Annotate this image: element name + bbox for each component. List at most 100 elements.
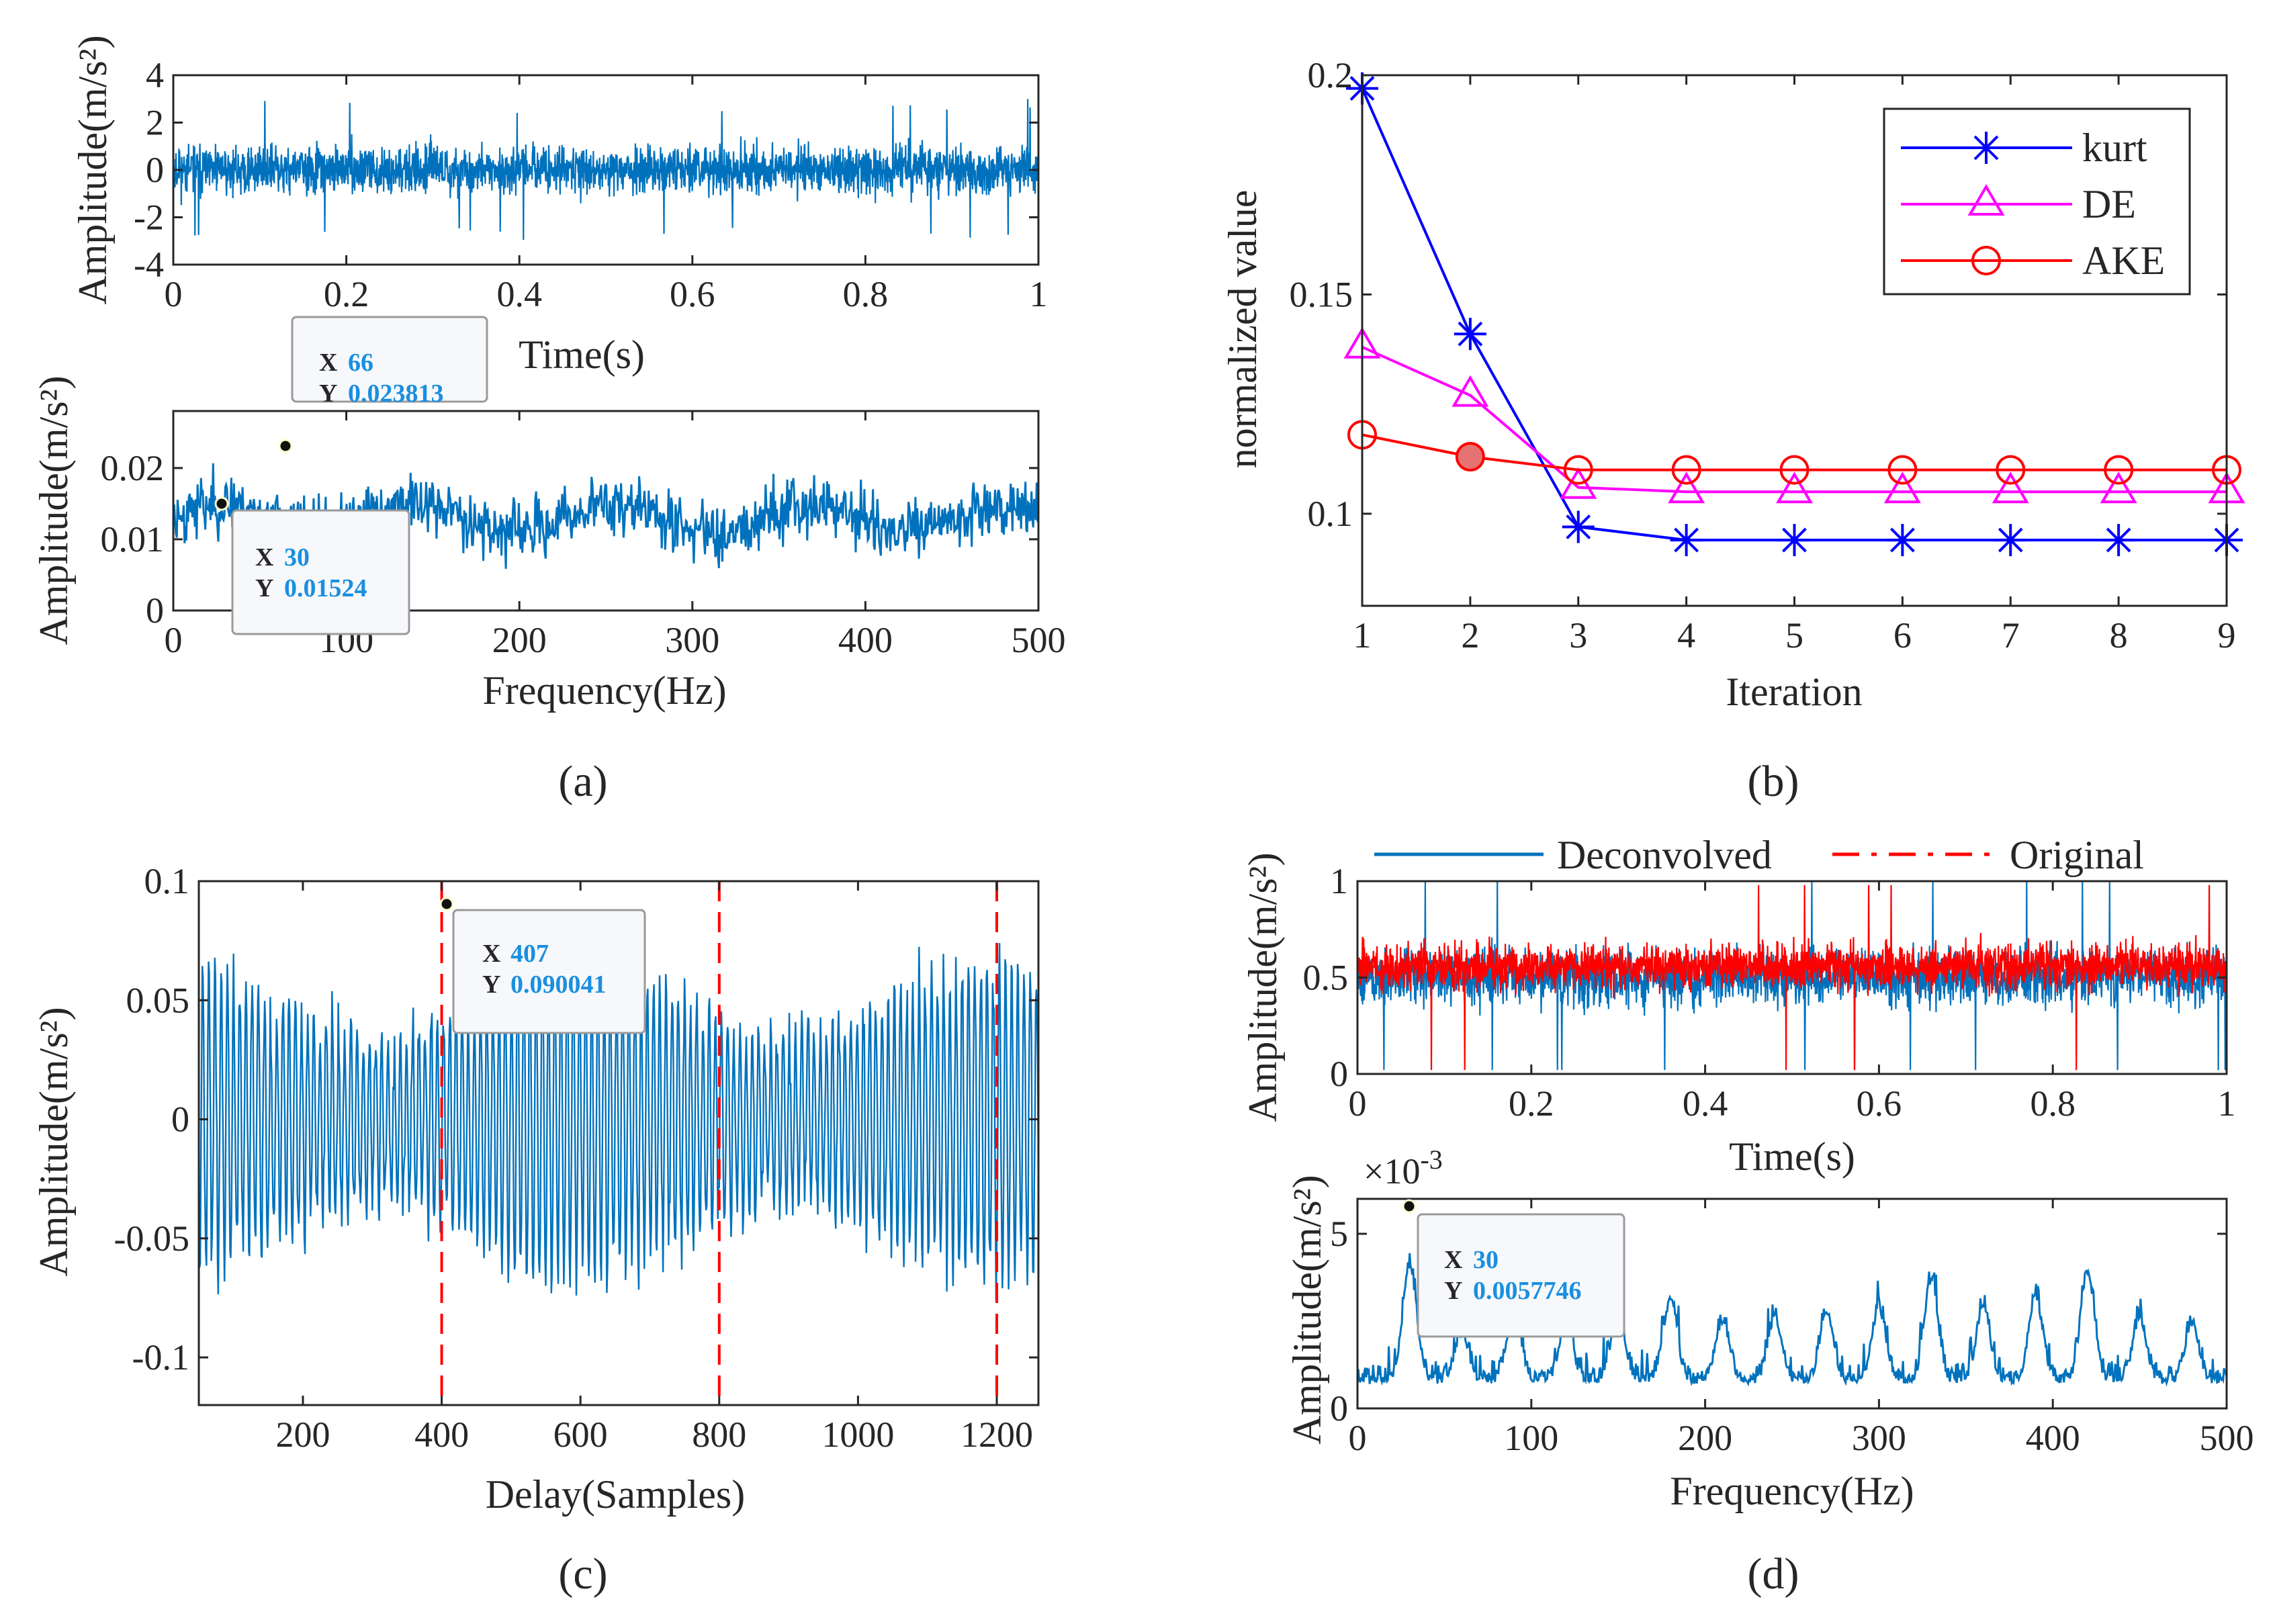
c-ylabel: Amplitude(m/s²) — [32, 1007, 76, 1276]
y-tick-label: -4 — [134, 244, 164, 285]
x-tick-label: 0.6 — [670, 274, 715, 314]
datatip-a-30[interactable]: X 30 Y 0.01524 — [214, 496, 410, 635]
d-bottom-ticks: 0 100 200 300 400 500 0 5 — [1330, 1199, 2254, 1458]
datatip-a-66[interactable]: X 66 Y 0.023813 — [278, 316, 488, 453]
y-tick-label: 0.02 — [101, 448, 165, 488]
marker-star — [1970, 132, 2002, 164]
marker-circle — [1971, 246, 2001, 275]
datatip-c-407[interactable]: X 407 Y 0.090041 — [439, 897, 646, 1034]
datatip-x-value: 30 — [1473, 1246, 1499, 1274]
a-bottom-xlabel: Frequency(Hz) — [482, 668, 726, 713]
x-tick-label: 0 — [1349, 1418, 1367, 1458]
b-ticks: 1 2 3 4 5 6 7 8 9 0.1 0.15 0.2 — [1290, 55, 2236, 656]
c-xlabel: Delay(Samples) — [486, 1472, 746, 1517]
panel-b: 1 2 3 4 5 6 7 8 9 0.1 0.15 0.2 Iteration normalized… — [1220, 55, 2245, 714]
x-tick-label: 7 — [2002, 615, 2020, 656]
datatip-box — [231, 509, 410, 635]
y-tick-label: 0.15 — [1290, 274, 1353, 314]
datatip-y-value: 0.01524 — [284, 574, 367, 602]
x-tick-label: 600 — [553, 1414, 608, 1455]
marker-circle — [2104, 455, 2134, 485]
y-tick-label: 0 — [146, 150, 164, 190]
y-tick-label: 0.01 — [101, 519, 165, 559]
legend-label-de: DE — [2082, 182, 2136, 226]
y-tick-label: -0.05 — [114, 1218, 189, 1259]
exponent-power: -3 — [1420, 1144, 1442, 1175]
y-tick-label: 5 — [1330, 1214, 1348, 1254]
marker-circle — [1996, 455, 2026, 485]
b-ylabel: normalized value — [1220, 190, 1265, 469]
y-tick-label: 2 — [146, 103, 164, 143]
marker-triangle — [1668, 471, 1705, 504]
x-tick-label: 200 — [275, 1414, 330, 1455]
x-tick-label: 400 — [414, 1414, 469, 1455]
x-tick-label: 200 — [492, 620, 547, 660]
x-tick-label: 1 — [2218, 1083, 2236, 1124]
x-tick-label: 1200 — [961, 1414, 1033, 1455]
d-bottom-plot-area — [1356, 1253, 2228, 1387]
marker-star — [1670, 524, 1703, 557]
x-tick-label: 9 — [2218, 615, 2236, 656]
marker-triangle — [1452, 375, 1489, 407]
x-tick-label: 4 — [1677, 615, 1695, 656]
y-tick-label: 0 — [146, 590, 164, 631]
datatip-x-value: 407 — [510, 940, 549, 968]
x-tick-label: 0 — [1349, 1083, 1367, 1124]
legend-label-ake: AKE — [2082, 238, 2165, 283]
a-bottom-axes-box — [172, 410, 1040, 612]
x-tick-label: 1000 — [821, 1414, 894, 1455]
panel-d-bottom: 0 100 200 300 400 500 0 5 ×10-3 Frequency(Hz) A… — [1285, 1144, 2254, 1513]
marker-triangle — [2100, 471, 2137, 504]
marker-circle — [1779, 455, 1810, 485]
y-tick-label: 0 — [1330, 1388, 1348, 1429]
x-tick-label: 400 — [2026, 1418, 2080, 1458]
marker-circle — [1563, 455, 1593, 485]
y-tick-label: -2 — [134, 197, 164, 238]
x-tick-label: 100 — [1504, 1418, 1558, 1458]
b-legend-items: kurt DE AKE — [1901, 126, 2165, 283]
d-legend: Deconvolved Original — [1374, 833, 2144, 877]
x-tick-label: 1 — [1030, 274, 1048, 314]
x-tick-label: 0.4 — [496, 274, 542, 314]
datatip-marker — [1402, 1199, 1417, 1214]
y-tick-label: 0.1 — [1308, 494, 1353, 534]
datatip-y-value: 0.023813 — [348, 379, 444, 408]
x-tick-label: 6 — [1893, 615, 1912, 656]
legend-label-deconvolved: Deconvolved — [1557, 833, 1772, 877]
series-line-signal — [172, 99, 1040, 240]
marker-circle — [1887, 455, 1918, 485]
d-bottom-xlabel: Frequency(Hz) — [1670, 1469, 1914, 1513]
x-tick-label: 0.8 — [843, 274, 889, 314]
marker-triangle — [1992, 471, 2029, 504]
x-tick-label: 5 — [1785, 615, 1803, 656]
x-tick-label: 0.8 — [2030, 1083, 2076, 1124]
x-tick-label: 0.2 — [324, 274, 369, 314]
x-tick-label: 2 — [1461, 615, 1479, 656]
x-tick-label: 0 — [165, 274, 183, 314]
series-line-ake — [1362, 433, 2227, 471]
marker-triangle — [1967, 184, 2005, 216]
datatip-y-label: Y — [319, 379, 337, 408]
d-top-ticks: 0 0.2 0.4 0.6 0.8 1 0 0.5 1 — [1303, 861, 2236, 1124]
d-top-ylabel: Amplitude(m/s²) — [1241, 852, 1285, 1122]
c-axes-box — [197, 880, 1040, 1406]
datatip-x-label: X — [1444, 1246, 1462, 1274]
datatip-y-value: 0.090041 — [510, 971, 607, 999]
y-tick-label: 0 — [171, 1099, 189, 1140]
panel-label-d: (d) — [1748, 1549, 1799, 1598]
x-tick-label: 0.6 — [1857, 1083, 1902, 1124]
y-tick-label: 1 — [1330, 861, 1348, 901]
datatip-d-30[interactable]: X 30 Y 0.0057746 — [1402, 1199, 1625, 1338]
datatip-box — [1417, 1213, 1625, 1338]
x-tick-label: 500 — [1012, 620, 1066, 660]
d-bottom-axes-box — [1356, 1198, 2228, 1410]
datatip-x-label: X — [255, 543, 273, 572]
c-ticks: 200 400 600 800 1000 1200 -0.1 -0.05 0 0.05 0.1 — [114, 861, 1038, 1455]
datatip-y-value: 0.0057746 — [1473, 1277, 1582, 1305]
a-bottom-ylabel: Amplitude(m/s²) — [32, 375, 76, 645]
y-tick-label: 0.5 — [1303, 958, 1349, 998]
y-tick-label: 0.1 — [144, 861, 190, 901]
